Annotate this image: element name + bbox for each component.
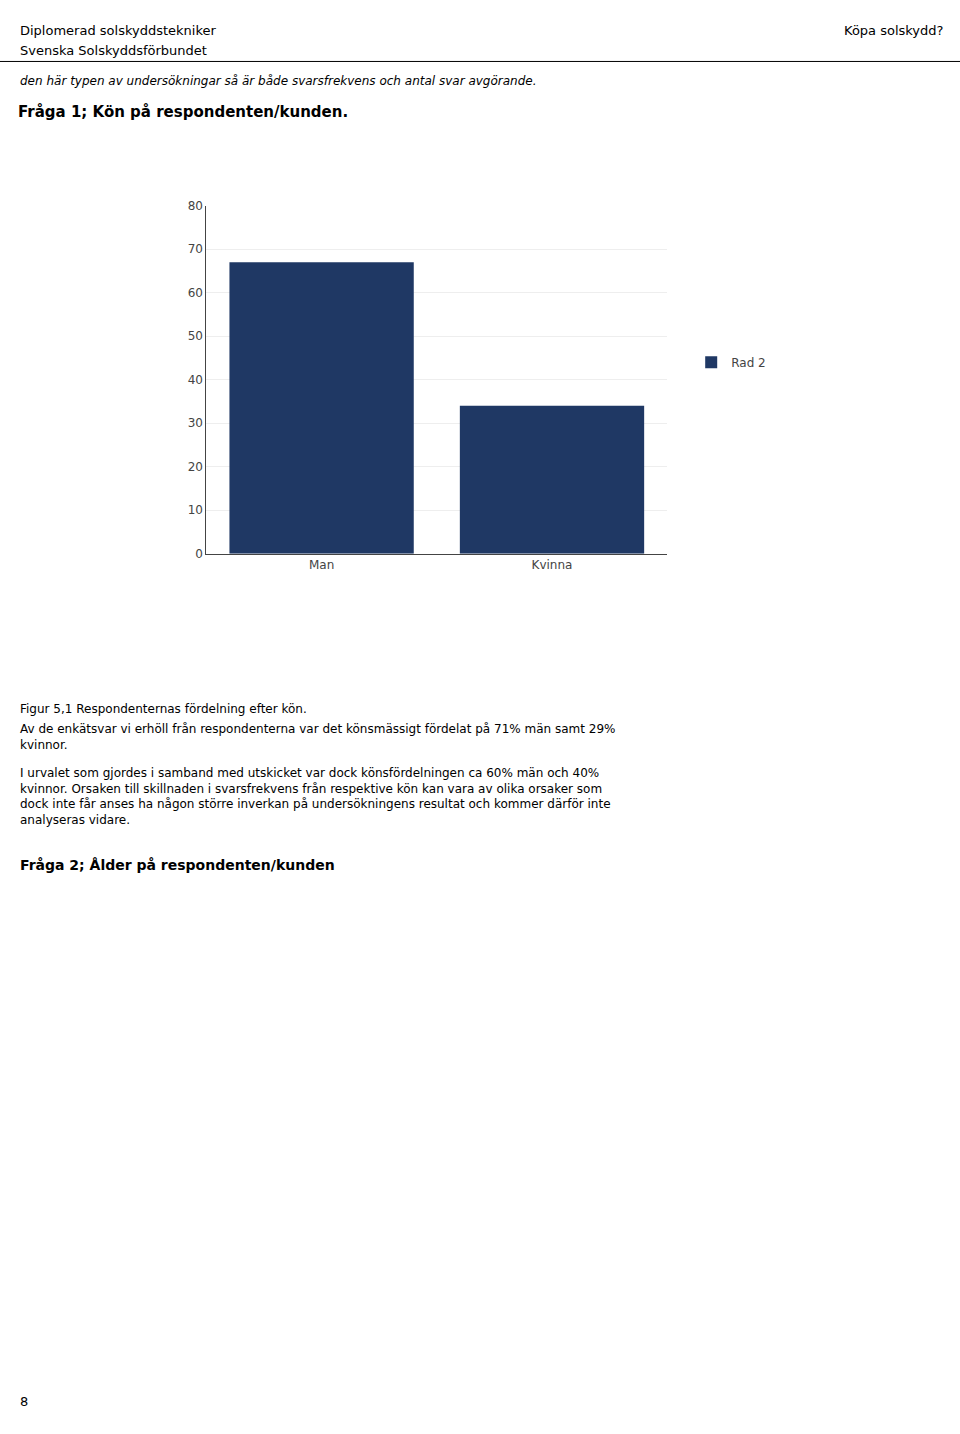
svg-text:Diplomerad solskyddstekniker: Diplomerad solskyddstekniker (20, 23, 216, 38)
svg-text:0: 0 (195, 547, 203, 561)
svg-text:den här typen av undersökninga: den här typen av undersökningar så är bå… (20, 74, 537, 88)
svg-text:70: 70 (188, 242, 203, 256)
svg-text:Svenska Solskyddsförbundet: Svenska Solskyddsförbundet (20, 43, 207, 58)
svg-text:8: 8 (20, 1394, 28, 1409)
svg-text:40: 40 (188, 373, 203, 387)
svg-text:Rad 2: Rad 2 (731, 356, 766, 370)
svg-text:I urvalet som gjordes i samban: I urvalet som gjordes i samband med utsk… (20, 766, 611, 827)
svg-text:Man: Man (309, 558, 334, 572)
svg-text:Köpa solskydd?: Köpa solskydd? (844, 23, 943, 38)
svg-text:60: 60 (188, 286, 203, 300)
svg-text:20: 20 (188, 460, 203, 474)
svg-text:80: 80 (188, 199, 203, 213)
svg-text:Fråga 2; Ålder på respondenten: Fråga 2; Ålder på respondenten/kunden (20, 857, 335, 873)
svg-text:30: 30 (188, 416, 203, 430)
svg-text:50: 50 (188, 329, 203, 343)
svg-text:Figur 5,1 Respondenternas förd: Figur 5,1 Respondenternas fördelning eft… (20, 702, 307, 716)
svg-text:Av de enkätsvar vi erhöll från: Av de enkätsvar vi erhöll från responden… (20, 722, 615, 752)
svg-text:Kvinna: Kvinna (532, 558, 573, 572)
svg-text:Fråga 1; Kön på respondenten/k: Fråga 1; Kön på respondenten/kunden. (18, 103, 348, 121)
svg-text:10: 10 (188, 503, 203, 517)
